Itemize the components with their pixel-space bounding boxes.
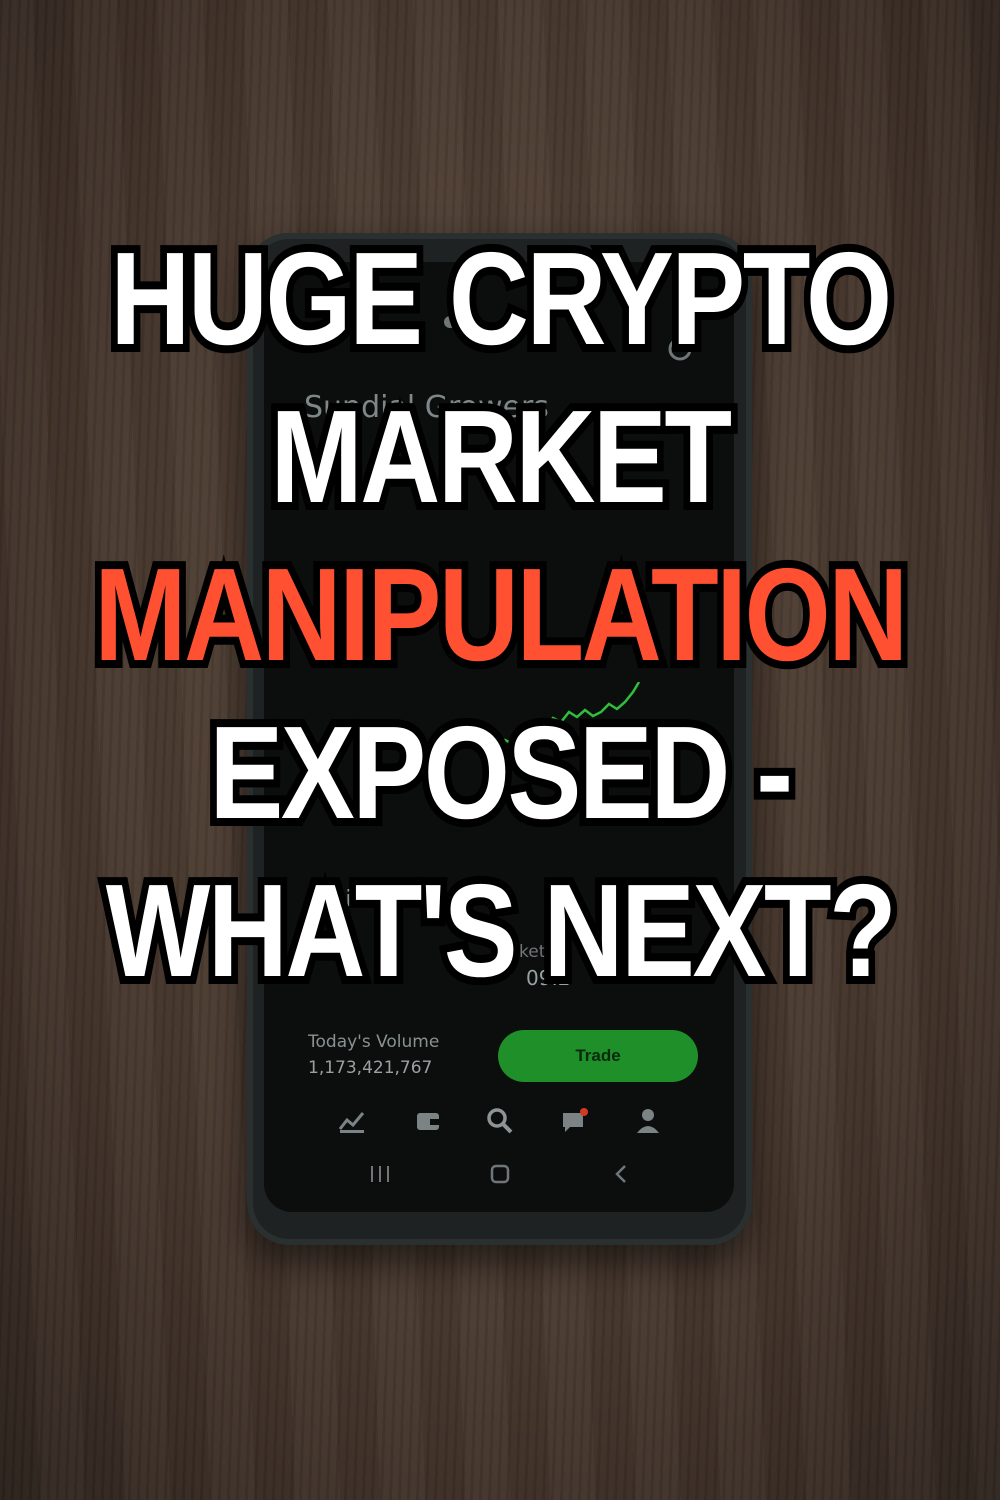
- check-icon: [668, 337, 692, 361]
- trade-button[interactable]: Trade: [498, 1030, 698, 1082]
- headline-line-2: MARKET: [264, 375, 739, 538]
- headline-line-5: WHAT'S NEXT?: [99, 849, 904, 1012]
- company-name: Sundial Growers: [304, 390, 549, 425]
- search-icon[interactable]: [486, 1107, 514, 1135]
- home-icon[interactable]: [488, 1162, 512, 1186]
- profile-icon[interactable]: [634, 1107, 662, 1135]
- market-value: 09.2: [526, 966, 571, 990]
- chart-icon[interactable]: [338, 1107, 366, 1135]
- price-chart: [479, 682, 641, 756]
- headline: HUGE CRYPTO MARKET MANIPULATION EXPOSED …: [80, 217, 920, 1012]
- market-value-label: ket V: [519, 942, 563, 962]
- volume-value: 1,173,421,767: [308, 1058, 433, 1078]
- top-dot-icon: [444, 316, 456, 328]
- back-icon[interactable]: [610, 1162, 634, 1186]
- position-label: Position: [308, 887, 394, 912]
- headline-accent-line: MANIPULATION: [88, 533, 916, 696]
- status-icons: [444, 316, 692, 361]
- phone-screen: Sundial Growers Position es ket V 09.2 T…: [264, 262, 734, 1212]
- recent-apps-icon[interactable]: [368, 1162, 392, 1186]
- price-line: [479, 682, 641, 756]
- messages-icon[interactable]: [560, 1107, 590, 1135]
- volume-label: Today's Volume: [308, 1032, 440, 1052]
- wallet-icon[interactable]: [414, 1107, 442, 1135]
- headline-line-1: HUGE CRYPTO: [104, 217, 899, 380]
- headline-line-4: EXPOSED -: [203, 691, 800, 854]
- shares-column-label: es: [294, 942, 314, 962]
